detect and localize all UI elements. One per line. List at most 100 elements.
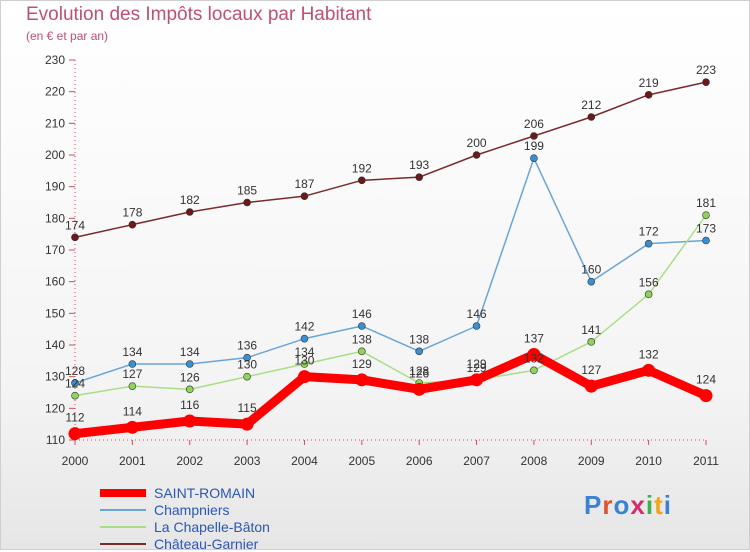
data-label: 138 — [352, 332, 372, 346]
data-label: 193 — [409, 158, 429, 172]
data-label: 136 — [237, 339, 257, 353]
data-point — [470, 373, 484, 387]
data-label: 146 — [467, 307, 487, 321]
data-point — [68, 427, 82, 441]
data-label: 156 — [639, 275, 659, 289]
data-label: 200 — [467, 136, 487, 150]
data-label: 134 — [294, 345, 314, 359]
data-label: 130 — [294, 354, 314, 368]
legend-label: La Chapelle-Bâton — [154, 518, 270, 535]
legend-swatch — [100, 508, 146, 511]
x-tick-label: 2005 — [348, 454, 375, 468]
data-point — [527, 348, 541, 361]
x-tick-label: 2001 — [119, 454, 146, 468]
data-point — [587, 277, 596, 286]
data-label: 134 — [122, 345, 142, 359]
data-label: 124 — [696, 373, 716, 387]
data-label: 128 — [65, 364, 85, 378]
data-point — [530, 366, 538, 375]
data-point — [183, 414, 197, 428]
data-point — [472, 151, 481, 159]
logo-letter: P — [584, 490, 603, 520]
x-tick-label: 2003 — [234, 454, 261, 468]
logo-letter: i — [663, 490, 672, 520]
data-label: 114 — [123, 404, 142, 418]
data-label: 126 — [180, 370, 200, 384]
data-point — [415, 173, 423, 181]
data-point — [128, 382, 137, 390]
data-label: 130 — [237, 358, 257, 372]
y-tick-label: 120 — [45, 401, 65, 415]
x-tick-label: 2002 — [176, 454, 203, 468]
data-label: 206 — [524, 117, 544, 131]
x-tick-label: 2004 — [291, 454, 318, 468]
chart-subtitle: (en € et par an) — [26, 29, 109, 43]
data-point — [644, 239, 653, 248]
data-point — [185, 208, 194, 216]
data-label: 187 — [294, 177, 314, 191]
data-label: 137 — [524, 332, 544, 346]
data-label: 138 — [409, 332, 429, 346]
y-tick-label: 160 — [45, 275, 65, 289]
x-tick-label: 2000 — [62, 454, 89, 468]
data-point — [584, 379, 598, 393]
data-point — [530, 154, 538, 162]
data-point — [300, 192, 309, 200]
chart-title: Evolution des Impôts locaux par Habitant — [26, 4, 372, 25]
y-tick-label: 200 — [45, 148, 65, 162]
logo-letter: x — [630, 490, 646, 520]
proxiti-logo: Proxiti — [584, 490, 672, 521]
data-label: 173 — [696, 222, 716, 236]
legend-swatch — [100, 488, 146, 497]
data-label: 141 — [581, 323, 601, 337]
x-tick-label: 2009 — [578, 454, 605, 468]
data-label: 127 — [122, 367, 142, 381]
series-line-SAINT-ROMAIN — [70, 350, 711, 439]
y-tick-label: 210 — [45, 116, 65, 130]
y-tick-label: 150 — [45, 306, 65, 320]
data-label: 124 — [65, 377, 85, 391]
data-point — [412, 382, 426, 396]
data-label: 212 — [581, 98, 601, 112]
data-point — [702, 211, 710, 219]
data-label: 146 — [352, 307, 372, 321]
data-label: 181 — [696, 196, 716, 210]
data-label: 192 — [352, 161, 372, 175]
legend-swatch — [100, 542, 146, 545]
legend-label: Château-Garnier — [154, 535, 259, 552]
data-point — [297, 370, 311, 384]
legend-item: La Chapelle-Bâton — [100, 518, 270, 535]
data-label: 182 — [180, 193, 200, 207]
legend-item: Champniers — [100, 501, 270, 518]
data-point — [702, 78, 710, 86]
data-label: 126 — [409, 366, 429, 380]
data-label: 134 — [180, 345, 200, 359]
data-point — [702, 236, 710, 245]
data-point — [240, 417, 254, 431]
data-point — [355, 373, 369, 387]
y-tick-label: 190 — [45, 180, 65, 194]
data-point — [530, 132, 538, 140]
data-label: 142 — [294, 320, 314, 334]
data-label: 219 — [639, 76, 659, 90]
data-point — [185, 385, 194, 394]
data-point — [358, 176, 366, 185]
data-point — [71, 233, 79, 242]
y-tick-label: 180 — [45, 211, 65, 225]
data-label: 128 — [409, 364, 429, 378]
logo-letter: t — [654, 490, 664, 520]
data-point — [300, 334, 309, 343]
y-tick-label: 230 — [45, 53, 65, 67]
series-line-La Chapelle-Bâton — [74, 214, 707, 397]
logo-letter: o — [613, 490, 631, 520]
data-point — [300, 360, 309, 368]
data-point — [358, 322, 366, 330]
series-line-Château-Garnier — [74, 81, 707, 239]
data-label: 127 — [581, 363, 601, 377]
data-label: 129 — [352, 357, 372, 371]
data-label: 129 — [467, 357, 487, 371]
data-point — [644, 290, 653, 299]
y-tick-label: 220 — [45, 85, 65, 99]
logo-letter: i — [645, 490, 655, 520]
